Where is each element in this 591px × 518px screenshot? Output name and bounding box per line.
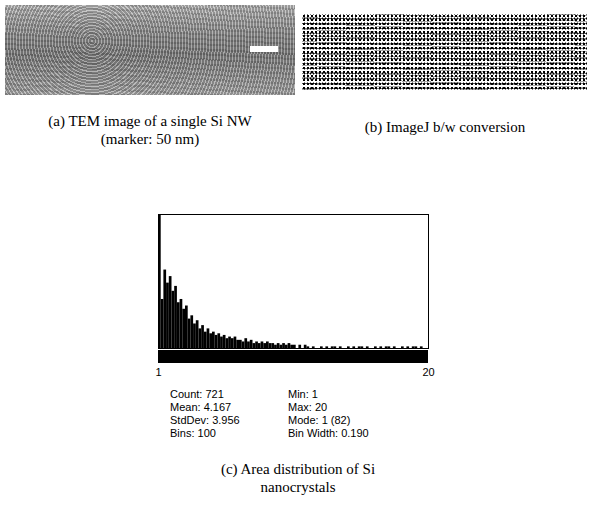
html-text:(b) ImageJ b/w conversion: (b) ImageJ b/w conversion xyxy=(364,119,526,135)
html-text:Count: 721: Count: 721 xyxy=(170,388,224,400)
html-text:Mode: 1 (82): Mode: 1 (82) xyxy=(288,414,351,426)
html-text:Min: 1: Min: 1 xyxy=(288,388,318,400)
html-text:Max: 20: Max: 20 xyxy=(288,401,328,413)
html-text:(c) Area distribution of Si na: (c) Area distribution of Si nanocrystals xyxy=(220,461,376,495)
svg-text:20: 20 xyxy=(422,366,434,378)
svg-text:1: 1 xyxy=(155,366,161,378)
html-text:Bins: 100: Bins: 100 xyxy=(170,427,216,439)
html-text:(a) TEM image of a single Si N: (a) TEM image of a single Si NW (marker:… xyxy=(48,113,252,147)
html-text:Mean: 4.167: Mean: 4.167 xyxy=(170,401,232,413)
html-text:Bin Width: 0.190: Bin Width: 0.190 xyxy=(288,427,369,439)
html-text:StdDev: 3.956: StdDev: 3.956 xyxy=(170,414,240,426)
